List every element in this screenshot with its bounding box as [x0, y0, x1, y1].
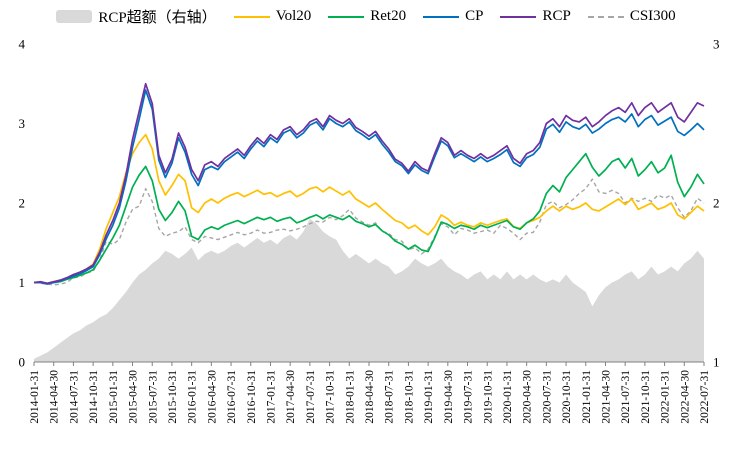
x-axis-label: 2016-07-31 [226, 370, 238, 424]
legend-label: CP [465, 8, 484, 24]
line-series-cp [34, 89, 705, 285]
x-axis-label: 2015-01-31 [108, 370, 120, 424]
x-axis-label: 2018-07-31 [384, 370, 396, 424]
x-axis-label: 2014-07-31 [68, 370, 80, 424]
x-axis-label: 2019-04-30 [443, 370, 455, 424]
x-axis-label: 2020-04-30 [522, 370, 534, 424]
x-axis-label: 2022-04-30 [679, 370, 691, 424]
x-axis-label: 2021-07-31 [620, 370, 632, 424]
line-series-ret20 [34, 152, 705, 285]
legend-label: CSI300 [629, 8, 676, 24]
legend-line-swatch [500, 15, 537, 18]
area-series-0 [34, 218, 704, 362]
x-axis-label: 2014-01-31 [29, 370, 41, 424]
legend-item-vol20: Vol20 [233, 8, 312, 25]
x-axis-label: 2018-10-31 [403, 370, 415, 424]
x-axis-label: 2016-01-31 [187, 370, 199, 424]
y-axis-label-right: 3 [713, 37, 720, 52]
x-axis-label: 2015-10-31 [167, 370, 179, 424]
legend-line-swatch [423, 15, 460, 18]
x-axis-label: 2017-10-31 [325, 370, 337, 424]
y-axis-label-right: 1 [713, 355, 720, 370]
x-axis-label: 2022-07-31 [699, 370, 711, 424]
x-axis-label: 2021-01-31 [581, 370, 593, 424]
legend-label: RCP [542, 8, 571, 24]
legend-line-swatch [233, 15, 270, 18]
legend-item-rcp: RCP [500, 8, 571, 25]
x-axis-label: 2017-04-30 [285, 370, 297, 424]
x-axis-label: 2015-07-31 [147, 370, 159, 424]
y-axis-label-left: 0 [19, 355, 26, 370]
x-axis-label: 2019-07-31 [463, 370, 475, 424]
legend-item-cp: CP [423, 8, 483, 25]
legend-area-swatch [56, 10, 93, 23]
line-series-rcp [33, 82, 705, 285]
x-axis-label: 2020-07-31 [541, 370, 553, 424]
legend-label: Ret20 [370, 8, 407, 24]
x-axis-label: 2019-10-31 [482, 370, 494, 424]
x-axis-label: 2017-07-31 [305, 370, 317, 424]
x-axis-label: 2018-01-31 [344, 370, 356, 424]
y-axis-label-left: 1 [19, 275, 26, 290]
x-axis-label: 2015-04-30 [128, 370, 140, 424]
legend-label: RCP超额（右轴） [98, 10, 217, 26]
x-axis-label: 2021-10-31 [640, 370, 652, 424]
legend-item-rcp-excess: RCP超额（右轴） [56, 6, 217, 27]
y-axis-label-left: 4 [19, 37, 26, 52]
legend-line-swatch [328, 15, 365, 18]
x-axis-label: 2020-10-31 [561, 370, 573, 424]
x-axis-label: 2017-01-31 [265, 370, 277, 424]
y-axis-label-right: 2 [713, 196, 720, 211]
x-axis-label: 2016-04-30 [206, 370, 218, 424]
legend-item-ret20: Ret20 [328, 8, 406, 25]
x-axis-label: 2019-01-31 [423, 370, 435, 424]
x-axis-label: 2014-04-30 [49, 370, 61, 424]
x-axis-label: 2014-10-31 [88, 370, 100, 424]
x-axis-label: 2021-04-30 [600, 370, 612, 424]
legend-line-swatch [587, 15, 624, 18]
y-axis-label-left: 2 [19, 196, 26, 211]
chart-legend: RCP超额（右轴） Vol20 Ret20 CP RCP CSI300 [0, 6, 732, 27]
line-series-vol20 [34, 133, 705, 285]
legend-item-csi300: CSI300 [587, 8, 676, 25]
legend-label: Vol20 [275, 8, 312, 24]
line-series-csi300 [33, 178, 705, 286]
x-axis-label: 2018-04-30 [364, 370, 376, 424]
x-axis-label: 2020-01-31 [502, 370, 514, 424]
x-axis-label: 2022-01-31 [660, 370, 672, 424]
x-axis-label: 2016-10-31 [246, 370, 258, 424]
y-axis-label-left: 3 [19, 116, 26, 131]
